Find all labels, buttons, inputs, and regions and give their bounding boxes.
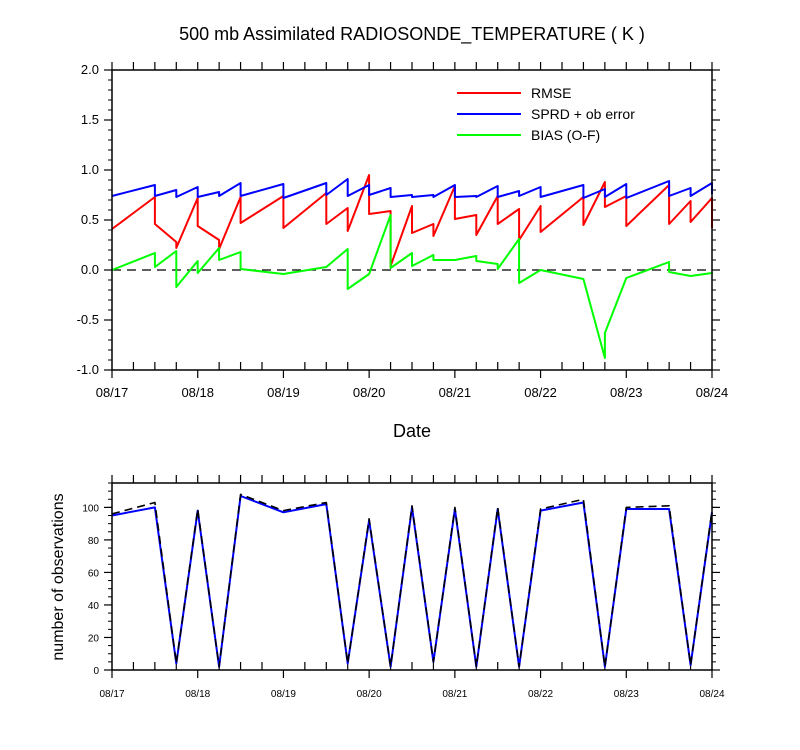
y-tick-label: 0.5 <box>81 212 99 227</box>
x-tick-label: 08/19 <box>271 689 296 700</box>
bottom-chart-axes: 0 20 40 60 80 100 08/17 08/18 08/19 08/20 08/21 08/… <box>82 475 725 700</box>
x-tick-label: 08/23 <box>610 385 643 400</box>
legend-label: SPRD + ob error <box>531 106 635 122</box>
x-tick-label: 08/22 <box>528 689 553 700</box>
y-tick-label: -1.0 <box>77 362 99 377</box>
x-tick-label: 08/23 <box>614 689 639 700</box>
bottom-plot-frame <box>111 482 713 671</box>
top-chart-panel: 500 mb Assimilated RADIOSONDE_TEMPERATUR… <box>77 24 729 441</box>
series-line-observations-solid <box>111 495 713 668</box>
y-tick-label: 100 <box>82 503 99 514</box>
top-chart-axes: -1.0 -0.5 0.0 0.5 1.0 1.5 2.0 08/17 08/18 08/19 08… <box>77 62 729 400</box>
x-tick-label: 08/18 <box>181 385 214 400</box>
x-tick-label: 08/20 <box>357 689 382 700</box>
series-line-rmse <box>111 174 713 267</box>
top-chart-series <box>111 174 713 359</box>
y-tick-label: 1.0 <box>81 162 99 177</box>
x-tick-label: 08/17 <box>96 385 129 400</box>
top-plot-frame <box>111 69 713 371</box>
x-axis-label: Date <box>393 421 431 441</box>
legend-label: BIAS (O-F) <box>531 127 600 143</box>
bottom-chart-panel: 0 20 40 60 80 100 08/17 08/18 08/19 08/20 08/21 08/… <box>50 475 725 700</box>
series-line-bias-o-f <box>111 214 713 359</box>
y-tick-label: 80 <box>88 536 100 547</box>
x-tick-label: 08/20 <box>353 385 386 400</box>
x-tick-label: 08/24 <box>696 385 729 400</box>
bottom-chart-series <box>111 493 713 668</box>
y-tick-label: 2.0 <box>81 62 99 77</box>
legend: RMSE SPRD + ob error BIAS (O-F) <box>457 85 635 143</box>
y-axis-label-observations: number of observations <box>50 493 67 660</box>
x-tick-label: 08/17 <box>99 689 124 700</box>
series-line-observations-dashed <box>111 493 713 668</box>
x-tick-label: 08/19 <box>267 385 300 400</box>
x-tick-label: 08/21 <box>439 385 472 400</box>
series-line-sprd-ob-error <box>111 178 713 199</box>
x-tick-label: 08/24 <box>699 689 724 700</box>
chart-title: 500 mb Assimilated RADIOSONDE_TEMPERATUR… <box>179 24 645 45</box>
x-tick-label: 08/21 <box>442 689 467 700</box>
y-tick-label: 20 <box>88 633 100 644</box>
y-tick-label: 60 <box>88 568 100 579</box>
y-tick-label: -0.5 <box>77 312 99 327</box>
y-tick-label: 40 <box>88 601 100 612</box>
x-tick-label: 08/22 <box>524 385 557 400</box>
y-tick-label: 1.5 <box>81 112 99 127</box>
y-tick-label: 0 <box>93 666 99 677</box>
y-tick-label: 0.0 <box>81 262 99 277</box>
legend-label: RMSE <box>531 85 571 101</box>
x-tick-label: 08/18 <box>185 689 210 700</box>
